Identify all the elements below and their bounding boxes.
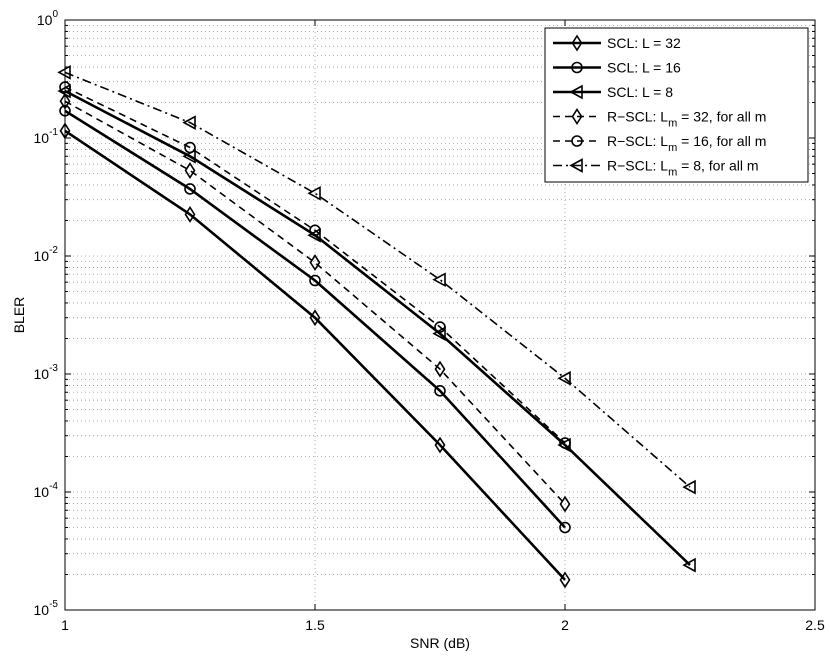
data-point — [59, 105, 71, 117]
legend-entry: R−SCL: Lm = 16, for all m — [553, 133, 766, 154]
legend-box — [544, 27, 809, 183]
data-point — [432, 272, 446, 288]
data-point — [309, 309, 321, 327]
legend: SCL: L = 32 SCL: L = 16 SCL: L = 8 R−SCL: L… — [544, 27, 809, 183]
legend-entry: R−SCL: Lm = 8, for all m — [553, 158, 759, 179]
legend-marker — [571, 108, 583, 125]
legend-entry: SCL: L = 8 — [553, 84, 673, 100]
y-tick-label: 10-1 — [34, 127, 59, 146]
series-group — [57, 65, 696, 589]
y-axis-label: BLER — [11, 297, 27, 334]
data-point — [559, 521, 571, 534]
data-point — [309, 274, 321, 287]
plot-frame — [64, 19, 816, 611]
y-tick-label: 10-3 — [34, 363, 59, 382]
legend-label: R−SCL: Lm = 8, for all m — [607, 158, 759, 179]
legend-label: R−SCL: Lm = 16, for all m — [607, 133, 766, 154]
axis-ticks: 1 1.5 2 2.5 100 10-1 10-2 10-3 10-4 10-5 — [34, 9, 825, 633]
data-point — [307, 227, 321, 243]
data-point — [434, 360, 446, 378]
data-point — [184, 183, 196, 195]
series-6 — [57, 65, 696, 495]
data-point — [307, 185, 321, 201]
legend-label: SCL: L = 32 — [607, 35, 681, 51]
data-point — [184, 141, 196, 154]
data-point — [434, 321, 446, 333]
y-tick-label: 10-2 — [34, 245, 59, 264]
series-2 — [59, 105, 571, 534]
data-point — [434, 385, 446, 397]
legend-marker — [569, 84, 583, 100]
legend-label: SCL: L = 8 — [607, 84, 673, 100]
series-5 — [59, 81, 571, 449]
x-tick-label: 1.5 — [305, 617, 325, 633]
data-point — [432, 326, 446, 341]
data-point — [309, 254, 321, 272]
series-1 — [59, 122, 571, 589]
data-point — [59, 81, 71, 93]
legend-label: SCL: L = 16 — [607, 60, 681, 76]
y-tick-label: 10-5 — [34, 599, 59, 618]
x-axis-label: SNR (dB) — [410, 635, 470, 651]
legend-marker — [569, 158, 583, 173]
series-line — [64, 109, 566, 529]
legend-marker — [571, 34, 583, 52]
legend-entry: SCL: L = 32 — [553, 34, 681, 52]
x-tick-label: 2 — [561, 617, 569, 633]
series-line — [64, 129, 566, 581]
data-point — [57, 65, 71, 80]
series-line — [64, 86, 566, 444]
x-tick-label: 1 — [61, 617, 69, 633]
data-point — [559, 571, 571, 589]
data-point — [59, 122, 71, 140]
legend-marker — [571, 61, 583, 74]
data-point — [559, 495, 571, 513]
legend-entry: R−SCL: Lm = 32, for all m — [553, 108, 766, 130]
data-point — [184, 205, 196, 223]
y-tick-label: 10-4 — [34, 481, 59, 500]
legend-entry: SCL: L = 16 — [553, 60, 681, 76]
series-4 — [59, 92, 571, 513]
data-point — [184, 162, 196, 180]
legend-label: R−SCL: Lm = 32, for all m — [607, 109, 766, 130]
series-line — [64, 89, 691, 567]
data-point — [682, 479, 696, 495]
data-point — [309, 224, 321, 237]
x-tick-label: 2.5 — [805, 617, 825, 633]
data-point — [434, 436, 446, 454]
data-point — [182, 115, 196, 130]
data-point — [557, 370, 571, 386]
data-point — [559, 437, 571, 449]
legend-marker — [571, 135, 583, 147]
y-tick-label: 100 — [37, 9, 59, 28]
data-point — [682, 557, 696, 573]
data-point — [59, 92, 71, 110]
